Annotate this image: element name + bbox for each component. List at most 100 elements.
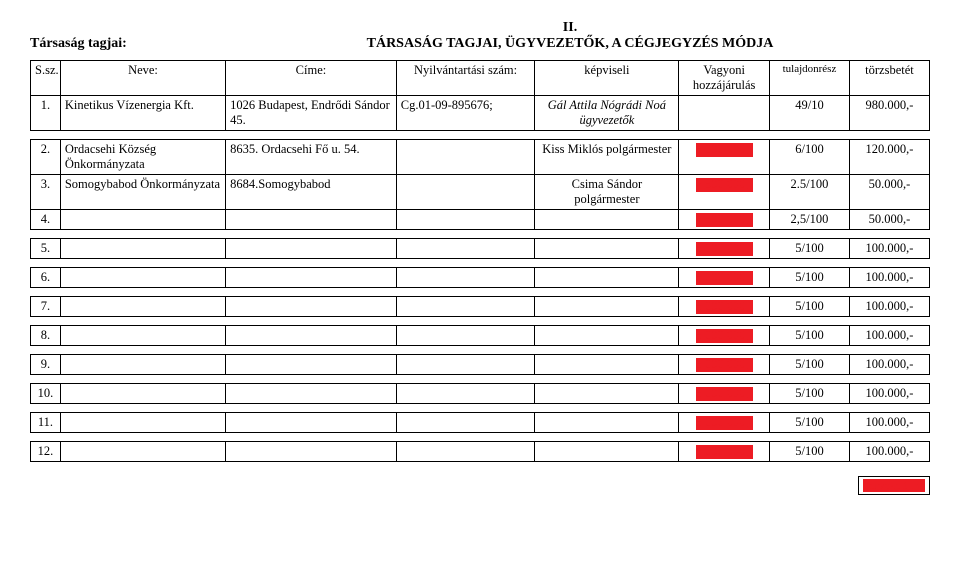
table-row: 2.Ordacsehi Község Önkormányzata8635. Or… — [31, 140, 930, 175]
table-cell — [60, 297, 225, 317]
table-cell: 1026 Budapest, Endrődi Sándor 45. — [226, 96, 397, 131]
redacted-value: 5.000.000,- — [696, 416, 753, 430]
table-cell: 2. — [31, 140, 61, 175]
table-cell: 10. — [31, 384, 61, 404]
table-cell — [396, 326, 535, 346]
col-vagy-top: Vagyoni — [703, 63, 745, 77]
table-cell: 2,5/100 — [769, 210, 849, 230]
table-cell: 980.000,- — [849, 96, 929, 131]
redacted-value: 5.000.000,- — [696, 387, 753, 401]
footer-box: Tervezett ma — [858, 476, 930, 495]
table-cell: Csima Sándor polgármester — [535, 175, 679, 210]
section-number: II. — [210, 20, 930, 36]
table-cell: Cg.01-09-895676; — [396, 96, 535, 131]
table-cell — [396, 268, 535, 288]
table-cell — [60, 442, 225, 462]
table-cell — [535, 268, 679, 288]
page-header: II. Társaság tagjai: TÁRSASÁG TAGJAI, ÜG… — [30, 20, 930, 52]
table-cell — [60, 326, 225, 346]
table-cell — [60, 355, 225, 375]
table-cell: 5.000.000,- — [679, 413, 770, 433]
table-cell — [60, 268, 225, 288]
table-cell: 9. — [31, 355, 61, 375]
table-body: 1.Kinetikus Vízenergia Kft.1026 Budapest… — [31, 96, 930, 471]
table-cell: 100.000,- — [849, 297, 929, 317]
col-nyilv: Nyilvántartási szám: — [396, 61, 535, 96]
table-cell: 100.000,- — [849, 239, 929, 259]
table-cell: Kiss Miklós polgármester — [535, 140, 679, 175]
table-row: 10.5.000.000,-5/100100.000,- — [31, 384, 930, 404]
table-cell: 2.5/100 — [769, 175, 849, 210]
table-cell: 50.000,- — [849, 210, 929, 230]
table-cell: 12. — [31, 442, 61, 462]
table-cell: 5.000.000,- — [679, 297, 770, 317]
table-row: 8.5.000.000,-5/100100.000,- — [31, 326, 930, 346]
table-cell — [535, 442, 679, 462]
table-cell — [60, 210, 225, 230]
table-cell: 5.000.000,- — [679, 140, 770, 175]
table-cell: 49/10 — [769, 96, 849, 131]
redacted-value: 5.000.000,- — [696, 271, 753, 285]
table-cell — [226, 268, 397, 288]
table-cell — [226, 210, 397, 230]
table-cell: 5/100 — [769, 413, 849, 433]
table-cell: Gál Attila Nógrádi Noá ügyvezetők — [535, 96, 679, 131]
table-cell — [396, 355, 535, 375]
table-cell — [396, 210, 535, 230]
table-cell: 11. — [31, 413, 61, 433]
table-cell: 5/100 — [769, 326, 849, 346]
table-header-row: S.sz. Neve: Címe: Nyilvántartási szám: k… — [31, 61, 930, 96]
table-cell — [226, 413, 397, 433]
table-row: 7.5.000.000,-5/100100.000,- — [31, 297, 930, 317]
col-vagy-bot: hozzájárulás — [693, 78, 755, 92]
table-cell — [396, 442, 535, 462]
table-cell — [396, 140, 535, 175]
table-cell: 6/100 — [769, 140, 849, 175]
table-cell — [535, 413, 679, 433]
table-cell: 5/100 — [769, 239, 849, 259]
table-cell: 2.500.000,- — [679, 210, 770, 230]
table-cell — [535, 355, 679, 375]
table-cell — [535, 297, 679, 317]
table-cell: 120.000,- — [849, 140, 929, 175]
table-cell: 5/100 — [769, 268, 849, 288]
table-cell: 100.000,- — [849, 268, 929, 288]
table-cell: 100.000,- — [849, 413, 929, 433]
table-cell: 100.000,- — [849, 326, 929, 346]
table-cell — [226, 297, 397, 317]
table-row: 6. 5.000.000,- 5/100100.000,- — [31, 268, 930, 288]
redacted-value: 5.000.000,- — [696, 358, 753, 372]
redacted-value: 5.000.000,- — [696, 300, 753, 314]
table-cell — [60, 239, 225, 259]
col-nev: Neve: — [60, 61, 225, 96]
table-cell — [226, 326, 397, 346]
table-cell — [535, 326, 679, 346]
table-cell: Somogybabod Önkormányzata — [60, 175, 225, 210]
col-cim: Címe: — [226, 61, 397, 96]
footer-text: Tervezett ma — [863, 479, 925, 492]
table-cell: 2.500.000,- — [679, 175, 770, 210]
table-cell: Kinetikus Vízenergia Kft. — [60, 96, 225, 131]
table-cell — [396, 384, 535, 404]
table-cell: 8. — [31, 326, 61, 346]
table-cell — [396, 297, 535, 317]
table-cell: 8635. Ordacsehi Fő u. 54. — [226, 140, 397, 175]
table-cell: 6. — [31, 268, 61, 288]
table-cell — [226, 384, 397, 404]
table-cell: 4. — [31, 210, 61, 230]
table-cell: 1. — [31, 96, 61, 131]
left-label: Társaság tagjai: — [30, 36, 210, 52]
redacted-value: 2.500.000,- — [696, 213, 753, 227]
table-cell: 100.000,- — [849, 384, 929, 404]
table-row: 12.5.000.000,-5/100100.000,- — [31, 442, 930, 462]
members-table: S.sz. Neve: Címe: Nyilvántartási szám: k… — [30, 60, 930, 470]
table-cell: 5.000.000,- — [679, 355, 770, 375]
footer-area: Tervezett ma — [30, 476, 930, 495]
table-cell — [60, 384, 225, 404]
col-sz: S.sz. — [31, 61, 61, 96]
table-cell: 5/100 — [769, 355, 849, 375]
table-cell: 5.000.000,- — [679, 442, 770, 462]
redacted-value: 5.000.000,- — [696, 445, 753, 459]
table-cell: 3. — [31, 175, 61, 210]
col-kepv: képviseli — [535, 61, 679, 96]
